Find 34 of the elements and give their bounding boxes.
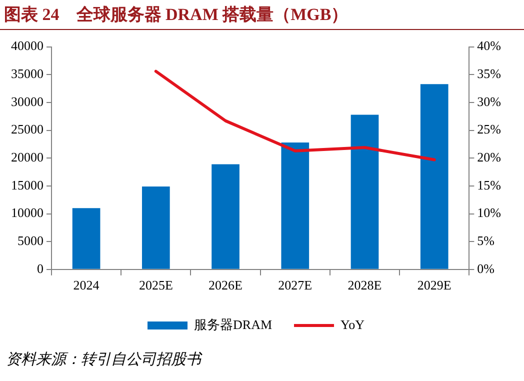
y-tick-label: 5000: [18, 232, 44, 248]
text: 资料来源：转引自公司招股书: [5, 350, 204, 369]
y-tick-label: 15000: [11, 177, 44, 192]
y-tick-label: 35000: [11, 66, 44, 82]
y2-tick-label: 20%: [477, 150, 502, 165]
y-tick-label: 10000: [11, 205, 44, 220]
legend-label: YoY: [340, 316, 366, 332]
y-tick-label: 25000: [11, 122, 44, 137]
y2-tick-label: 15%: [477, 177, 502, 192]
bar: [420, 84, 448, 269]
chart-title: 图表 24 全球服务器 DRAM 搭载量（MGB）: [0, 0, 524, 30]
y-tick-label: 40000: [11, 38, 44, 54]
bar: [72, 208, 100, 269]
x-tick-label: 2026E: [208, 278, 243, 293]
y2-tick-label: 25%: [477, 122, 502, 137]
y2-tick-label: 0%: [477, 260, 495, 276]
y-tick-label: 30000: [11, 94, 44, 109]
y-tick-label: 20000: [11, 150, 44, 165]
y2-tick-label: 30%: [477, 94, 502, 109]
y-tick-label: 0: [37, 260, 44, 276]
x-tick-label: 2029E: [417, 278, 452, 293]
y2-tick-label: 40%: [477, 38, 502, 54]
x-tick-label: 2028E: [348, 278, 382, 293]
y2-tick-label: 5%: [477, 232, 495, 248]
legend-label: 服务器DRAM: [194, 316, 272, 332]
bar: [350, 114, 379, 269]
y2-tick-label: 35%: [477, 66, 502, 82]
x-tick-label: 2027E: [278, 278, 312, 293]
y2-tick-label: 10%: [477, 205, 502, 220]
x-tick-label: 2025E: [138, 278, 173, 293]
bar: [281, 142, 310, 269]
bar: [212, 164, 240, 269]
bar: [142, 186, 170, 269]
x-tick-label: 2024: [73, 278, 100, 293]
